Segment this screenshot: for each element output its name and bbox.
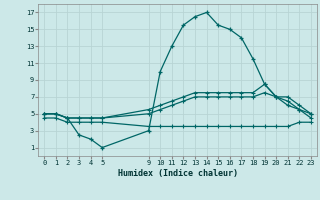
X-axis label: Humidex (Indice chaleur): Humidex (Indice chaleur)	[118, 169, 238, 178]
